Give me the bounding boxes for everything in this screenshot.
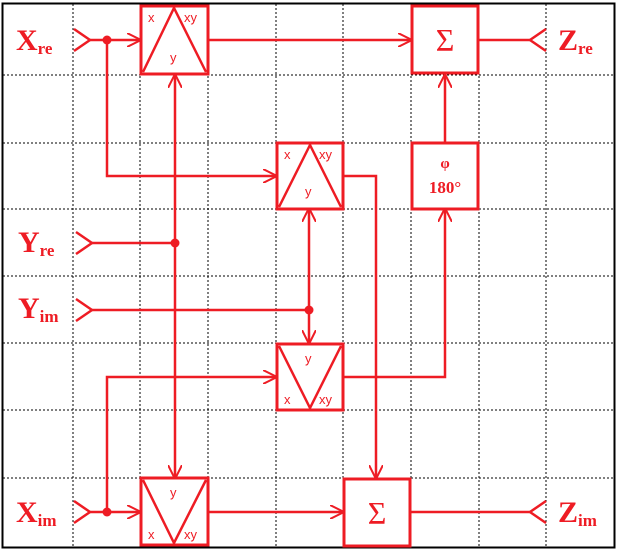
junctions (102, 35, 314, 517)
wire-mult2-to-sum-im (343, 174, 376, 478)
phase-shifter-block: φ 180° (410, 141, 480, 211)
mult1-x-label: x (148, 10, 155, 25)
terminal-zim (527, 499, 547, 525)
junction-xim (102, 507, 112, 517)
terminal-xim (73, 499, 93, 525)
sigma-icon: Σ (436, 22, 455, 58)
junction-yre (170, 238, 180, 248)
multiplier-block-1: x xy y (139, 4, 210, 76)
wire-xim-to-mult3 (105, 377, 276, 512)
mult4-xy-label: xy (184, 527, 198, 542)
sigma-icon: Σ (368, 495, 387, 531)
label-xre: Xre (16, 24, 53, 58)
mult2-y-label: y (305, 184, 312, 199)
terminal-yim (75, 297, 95, 323)
terminal-zre (527, 27, 547, 53)
multiplier-block-4: y x xy (139, 476, 210, 547)
mult3-xy-label: xy (319, 392, 333, 407)
wire-mult3-to-phase (343, 209, 445, 379)
phase-angle-label: 180° (429, 178, 461, 197)
label-zim: Zim (558, 496, 597, 530)
summer-block-re: Σ (410, 4, 480, 75)
label-xim: Xim (16, 496, 57, 530)
terminals (73, 27, 547, 525)
label-yim: Yim (18, 292, 59, 326)
wire-xre-to-mult2 (105, 40, 276, 176)
mult3-y-label: y (305, 351, 312, 366)
junction-yim (304, 305, 314, 315)
multiplier-block-3: y x xy (275, 342, 345, 412)
label-yre: Yre (18, 226, 55, 260)
mult3-x-label: x (284, 392, 291, 407)
terminal-yre (75, 230, 95, 256)
mult2-x-label: x (284, 147, 291, 162)
terminal-xre (73, 27, 93, 53)
mult1-xy-label: xy (184, 10, 198, 25)
signal-wires (90, 40, 530, 512)
label-zre: Zre (558, 24, 593, 58)
mult4-y-label: y (170, 485, 177, 500)
junction-xre (102, 35, 112, 45)
phi-icon: φ (440, 156, 449, 172)
summer-block-im: Σ (342, 477, 412, 548)
multiplier-block-2: x xy y (275, 141, 345, 211)
mult1-y-label: y (170, 50, 177, 65)
mult4-x-label: x (148, 527, 155, 542)
mult2-xy-label: xy (319, 147, 333, 162)
